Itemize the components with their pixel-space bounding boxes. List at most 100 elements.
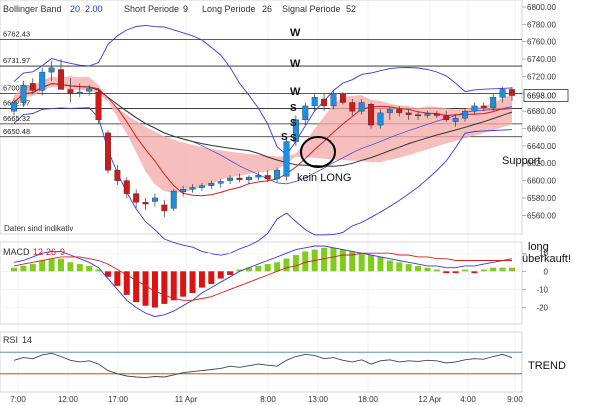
price-tick-label: 6740.00 bbox=[527, 55, 556, 64]
macd-bar bbox=[236, 269, 243, 272]
macd-bar bbox=[151, 271, 158, 308]
x-tick-label: 17:00 bbox=[108, 395, 129, 404]
level-label-bg bbox=[2, 83, 36, 93]
candle-body bbox=[189, 187, 196, 190]
cloud-area bbox=[14, 76, 512, 193]
macd-label: MACD bbox=[3, 247, 30, 257]
level-label-bg bbox=[2, 56, 36, 66]
x-tick-label: 13:00 bbox=[308, 395, 329, 404]
kein-long-circle bbox=[300, 136, 336, 168]
x-tick-label: 11 Apr bbox=[175, 395, 198, 404]
rsi-param: 14 bbox=[22, 335, 32, 345]
macd-signal-line bbox=[13, 252, 512, 301]
macd-bar bbox=[48, 258, 55, 272]
level-label: 6762.43 bbox=[3, 30, 30, 39]
macd-bar bbox=[386, 260, 393, 272]
macd-bar bbox=[227, 271, 234, 275]
candle-body bbox=[236, 177, 243, 180]
candle-body bbox=[424, 113, 431, 116]
rsi-line bbox=[13, 352, 513, 379]
candle-body bbox=[39, 71, 46, 91]
x-tick-label: 9:00 bbox=[507, 395, 523, 404]
rsi-series bbox=[0, 351, 522, 379]
bollinger-upper-line bbox=[13, 24, 513, 156]
macd-bar bbox=[170, 271, 177, 301]
level-label-bg bbox=[2, 98, 36, 108]
macd-bar bbox=[255, 265, 262, 272]
candle-body bbox=[452, 117, 459, 122]
candle-body bbox=[358, 102, 365, 112]
macd-bar bbox=[20, 265, 27, 272]
level-label: 6731.97 bbox=[3, 56, 30, 65]
macd-bar bbox=[11, 267, 17, 272]
header-short-label: Short Periode bbox=[124, 4, 179, 14]
candle-body bbox=[180, 189, 187, 193]
candle-body bbox=[499, 89, 506, 98]
candle-body bbox=[274, 169, 281, 180]
header-signal-label: Signal Periode bbox=[282, 4, 341, 14]
rsi-panel bbox=[0, 331, 523, 393]
support-label: Support bbox=[502, 155, 541, 167]
macd-bar bbox=[339, 249, 346, 272]
macd-line bbox=[13, 245, 513, 318]
macd-bar bbox=[490, 267, 497, 272]
header-long-value: 26 bbox=[262, 4, 272, 14]
candle-body bbox=[349, 102, 356, 112]
rsi-label: RSI bbox=[3, 335, 18, 345]
price-tick-label: 6600.00 bbox=[527, 177, 556, 186]
short-ma-line bbox=[13, 83, 513, 197]
candle-body bbox=[302, 105, 309, 121]
candle-body bbox=[95, 91, 102, 121]
level-label-bg bbox=[2, 126, 36, 136]
macd-bar bbox=[405, 264, 412, 272]
data-note: Daten sind indikativ bbox=[4, 224, 73, 233]
macd-bar bbox=[217, 271, 224, 279]
macd-bar bbox=[114, 271, 121, 286]
candles bbox=[11, 59, 515, 218]
header-signal-value: 52 bbox=[346, 4, 356, 14]
candle-body bbox=[58, 69, 64, 90]
price-tick-label: 6560.00 bbox=[527, 211, 556, 220]
candle-body bbox=[198, 185, 205, 188]
s-mark-3: S bbox=[290, 133, 297, 144]
macd-bar bbox=[452, 271, 459, 274]
macd-tick-label: 10 bbox=[539, 249, 548, 258]
macd-bar bbox=[283, 258, 290, 272]
candle-body bbox=[368, 104, 375, 126]
level-label-bg bbox=[2, 29, 36, 39]
macd-tick-label: -20 bbox=[536, 304, 548, 313]
macd-tick-label: 0 bbox=[544, 267, 549, 276]
candle-body bbox=[255, 175, 262, 178]
price-tick-label: 6620.00 bbox=[527, 159, 556, 168]
price-tick-label: 6640.00 bbox=[527, 142, 556, 151]
candle-body bbox=[217, 181, 224, 184]
long-ma-line bbox=[13, 83, 513, 167]
candle-body bbox=[86, 88, 93, 92]
kein-long-label: kein LONG bbox=[297, 172, 351, 184]
header-long-label: Long Periode bbox=[202, 4, 256, 14]
macd-bar bbox=[292, 255, 299, 272]
macd-bar bbox=[161, 271, 168, 304]
candle-body bbox=[114, 169, 121, 181]
candle-body bbox=[396, 109, 403, 114]
candle-body bbox=[161, 204, 168, 212]
w-mark-3: W bbox=[290, 86, 301, 98]
candle-body bbox=[462, 110, 468, 119]
macd-bar bbox=[330, 247, 337, 272]
macd-bar bbox=[142, 271, 149, 306]
macd-bar bbox=[480, 269, 487, 272]
candle-body bbox=[471, 105, 478, 112]
candle-body bbox=[311, 97, 318, 107]
macd-bar bbox=[302, 251, 309, 272]
macd-bar bbox=[133, 271, 140, 303]
candle-body bbox=[321, 98, 328, 107]
macd-bar bbox=[415, 265, 422, 272]
macd-bar bbox=[189, 271, 196, 294]
candle-body bbox=[170, 190, 177, 209]
macd-bar bbox=[368, 255, 375, 272]
macd-bar bbox=[349, 251, 356, 272]
candle-body bbox=[245, 176, 252, 180]
candle-body bbox=[415, 114, 422, 117]
macd-bar bbox=[509, 267, 515, 272]
macd-bar bbox=[29, 264, 36, 272]
